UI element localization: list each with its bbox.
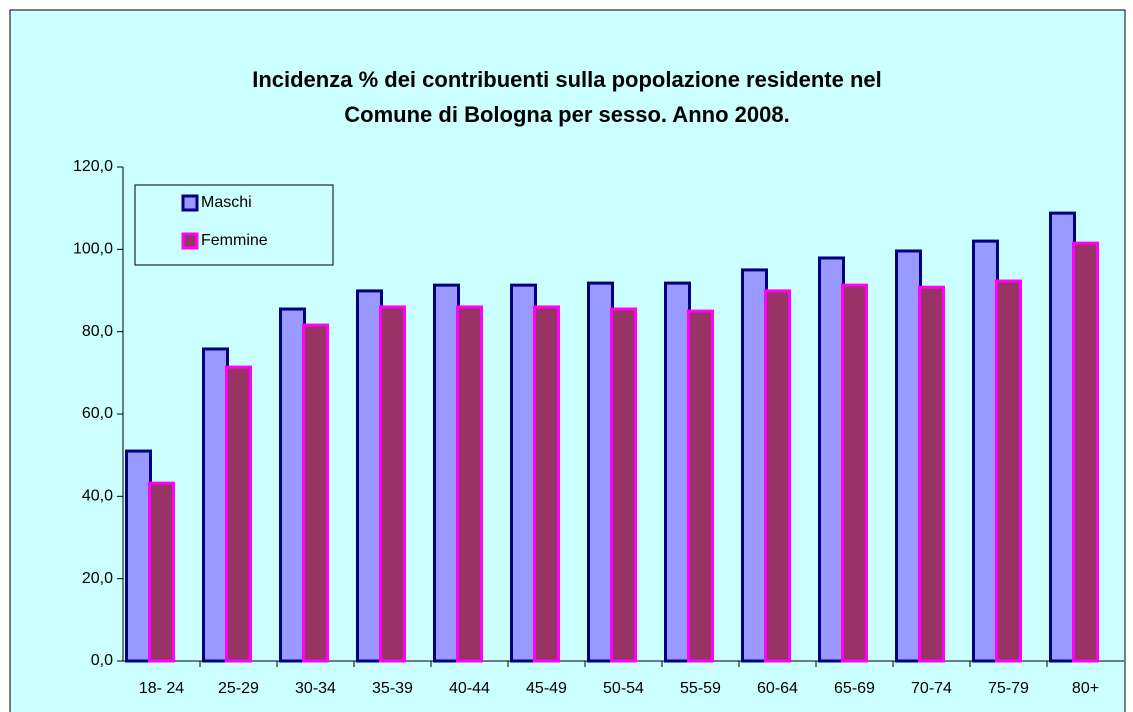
y-tick-label: 40,0 bbox=[82, 488, 113, 505]
bar bbox=[433, 283, 460, 663]
bar bbox=[148, 481, 175, 663]
x-tick-label: 50-54 bbox=[603, 680, 644, 697]
chart-title: Comune di Bologna per sesso. Anno 2008. bbox=[344, 102, 789, 127]
chart-title: Incidenza % dei contribuenti sulla popol… bbox=[252, 67, 882, 92]
bar bbox=[741, 268, 768, 663]
legend-label: Maschi bbox=[201, 194, 252, 211]
bar bbox=[510, 283, 537, 663]
bar bbox=[664, 281, 691, 663]
x-tick-label: 60-64 bbox=[757, 680, 798, 697]
x-tick-label: 70-74 bbox=[911, 680, 952, 697]
bar bbox=[764, 289, 791, 663]
bar bbox=[225, 365, 252, 663]
bar bbox=[610, 307, 637, 663]
x-tick-label: 55-59 bbox=[680, 680, 721, 697]
bar bbox=[818, 256, 845, 663]
legend-label: Femmine bbox=[201, 232, 268, 249]
y-tick-label: 80,0 bbox=[82, 323, 113, 340]
bar bbox=[379, 305, 406, 663]
x-tick-label: 40-44 bbox=[449, 680, 490, 697]
x-tick-label: 80+ bbox=[1072, 680, 1099, 697]
x-tick-label: 18- 24 bbox=[139, 680, 184, 697]
y-tick-label: 20,0 bbox=[82, 570, 113, 587]
bar bbox=[972, 239, 999, 663]
bar bbox=[1072, 241, 1099, 663]
x-tick-label: 25-29 bbox=[218, 680, 259, 697]
y-tick-label: 120,0 bbox=[73, 158, 113, 175]
bar bbox=[841, 283, 868, 663]
y-tick-label: 100,0 bbox=[73, 241, 113, 258]
y-tick-label: 60,0 bbox=[82, 405, 113, 422]
bar bbox=[995, 279, 1022, 663]
x-tick-label: 30-34 bbox=[295, 680, 336, 697]
bar bbox=[533, 305, 560, 663]
bar bbox=[456, 305, 483, 663]
legend-box bbox=[134, 184, 334, 266]
bar bbox=[279, 307, 306, 663]
x-tick-label: 65-69 bbox=[834, 680, 875, 697]
x-tick-label: 35-39 bbox=[372, 680, 413, 697]
legend-swatch bbox=[181, 232, 199, 250]
bar bbox=[125, 449, 152, 663]
x-tick-label: 75-79 bbox=[988, 680, 1029, 697]
bar bbox=[895, 249, 922, 663]
legend-swatch bbox=[181, 194, 199, 212]
bar bbox=[918, 285, 945, 663]
bar bbox=[202, 347, 229, 663]
bar bbox=[1049, 211, 1076, 663]
bar bbox=[587, 281, 614, 663]
bar bbox=[687, 309, 714, 663]
bar bbox=[356, 289, 383, 663]
bar bbox=[302, 323, 329, 663]
x-tick-label: 45-49 bbox=[526, 680, 567, 697]
y-tick-label: 0,0 bbox=[91, 652, 113, 669]
